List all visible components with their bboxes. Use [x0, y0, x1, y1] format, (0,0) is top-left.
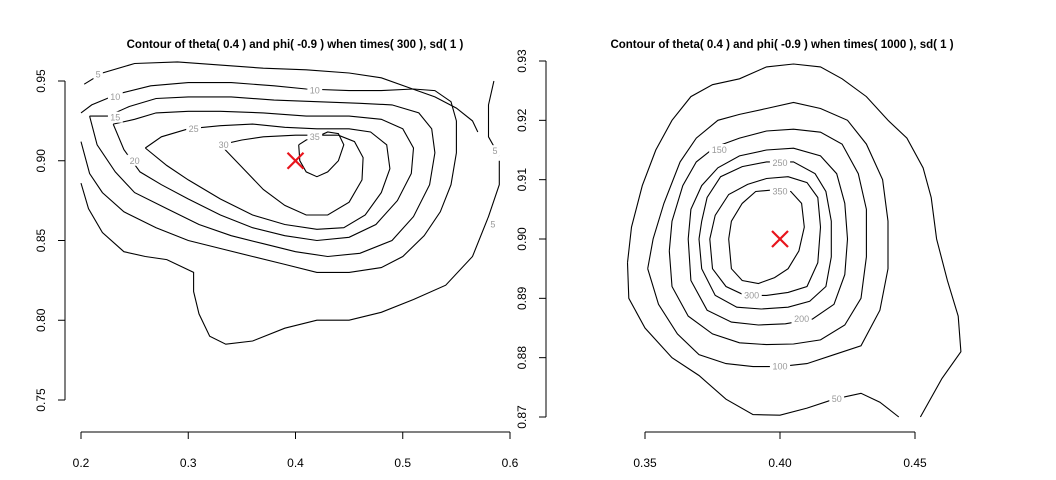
left-contour-5	[80, 160, 500, 345]
right-contour-label-bg	[769, 185, 791, 197]
left-x-tick-label: 0.4	[287, 456, 304, 470]
right-contour-panel: Contour of theta( 0.4 ) and phi( -0.9 ) …	[515, 39, 962, 470]
left-y-tick-label: 0.80	[34, 308, 48, 332]
right-contour-label-bg	[741, 289, 762, 301]
right-y-tick-label: 0.87	[515, 405, 529, 429]
left-contour-label-bg	[107, 90, 123, 102]
left-axes: 0.2 0.3 0.4 0.5 0.6 0.75 0.80 0.85 0.90 0.95	[34, 69, 519, 470]
right-y-tick-label: 0.93	[515, 49, 529, 73]
left-x-tick-label: 0.2	[73, 456, 90, 470]
right-contour-label-350: 350	[772, 187, 787, 197]
right-contour-150	[668, 128, 867, 346]
right-contour-label-150: 150	[712, 145, 727, 155]
left-contour-label-bg	[307, 130, 323, 142]
right-contour-label-bg	[829, 393, 845, 405]
left-contour-label-bg	[490, 145, 500, 157]
left-contour-label-20: 20	[130, 156, 140, 166]
left-contour-label-25: 25	[189, 124, 199, 134]
right-contour-350	[728, 189, 805, 285]
right-chart-title: Contour of theta( 0.4 ) and phi( -0.9 ) …	[610, 39, 953, 51]
left-contour-label-10: 10	[310, 86, 320, 96]
left-x-tick-label: 0.6	[502, 456, 519, 470]
left-contour-30	[220, 134, 364, 216]
left-y-tick-label: 0.95	[34, 69, 48, 93]
left-marker	[286, 151, 305, 170]
right-y-tick-label: 0.91	[515, 168, 529, 192]
left-x-tick-label: 0.3	[180, 456, 197, 470]
right-contour-300	[709, 176, 822, 296]
right-contour-label-bg	[769, 360, 791, 372]
right-x-tick-label: 0.40	[768, 456, 792, 470]
right-contour-label-200: 200	[794, 314, 809, 324]
right-contour-50	[626, 262, 900, 418]
right-marker-stroke	[771, 230, 789, 248]
left-contour-label-5: 5	[492, 146, 497, 156]
right-x-tick-label: 0.45	[903, 456, 927, 470]
left-true-value-marker	[286, 151, 305, 170]
left-x-tick-label: 0.5	[394, 456, 411, 470]
left-contour-label-5: 5	[96, 70, 101, 80]
right-contour-label-300: 300	[744, 290, 759, 300]
left-contour-label-bg	[107, 111, 123, 123]
right-contour-label-bg	[709, 144, 730, 155]
left-contour-label-30: 30	[219, 140, 229, 150]
left-contour-panel: Contour of theta( 0.4 ) and phi( -0.9 ) …	[34, 39, 519, 470]
left-chart-title: Contour of theta( 0.4 ) and phi( -0.9 ) …	[127, 39, 464, 51]
left-contour-label-bg	[127, 154, 143, 166]
left-contour-label-bg	[93, 68, 103, 80]
left-contour-20	[112, 110, 415, 242]
right-contour-200	[687, 147, 849, 326]
right-y-tick-label: 0.92	[515, 108, 529, 132]
left-marker-stroke	[286, 151, 305, 170]
right-contour-label-250: 250	[772, 158, 787, 168]
right-marker	[771, 230, 789, 248]
right-contour-label-50: 50	[832, 394, 842, 404]
left-contour-10	[80, 82, 457, 273]
right-true-value-marker	[771, 230, 789, 248]
left-contour-label-bg	[488, 218, 498, 230]
right-contours	[626, 63, 962, 418]
left-contour-label-15: 15	[110, 113, 120, 123]
right-x-tick-label: 0.35	[633, 456, 657, 470]
left-contour-labels: 5 5 5 10 10 15 20 25 30 35	[93, 68, 500, 230]
right-contour-50	[626, 63, 962, 418]
right-contour-250	[698, 161, 832, 310]
left-contour-label-5: 5	[490, 220, 495, 230]
left-contour-label-bg	[186, 122, 202, 134]
left-y-tick-label: 0.75	[34, 388, 48, 412]
right-contour-label-bg	[791, 313, 812, 325]
left-contour-label-bg	[307, 84, 323, 96]
left-contour-5	[83, 61, 479, 133]
left-contour-label-bg	[216, 138, 232, 150]
right-contour-label-100: 100	[772, 362, 787, 372]
right-contour-label-bg	[769, 157, 791, 169]
left-contour-25	[144, 123, 391, 230]
right-contour-100	[647, 101, 889, 368]
left-contour-5	[487, 80, 500, 157]
left-contours	[80, 61, 500, 345]
left-y-tick-label: 0.90	[34, 149, 48, 173]
right-y-tick-label: 0.88	[515, 346, 529, 370]
left-contour-label-35: 35	[310, 132, 320, 142]
left-contour-15	[89, 96, 436, 258]
right-contour-labels: 50 100 150 200 250 300 350	[709, 144, 845, 405]
left-y-tick-label: 0.85	[34, 228, 48, 252]
left-contour-label-10: 10	[110, 92, 120, 102]
right-y-tick-label: 0.89	[515, 286, 529, 310]
right-y-tick-label: 0.90	[515, 227, 529, 251]
right-axes: 0.35 0.40 0.45 0.87 0.88 0.89 0.90 0.91 0.92 0.93	[515, 49, 927, 470]
